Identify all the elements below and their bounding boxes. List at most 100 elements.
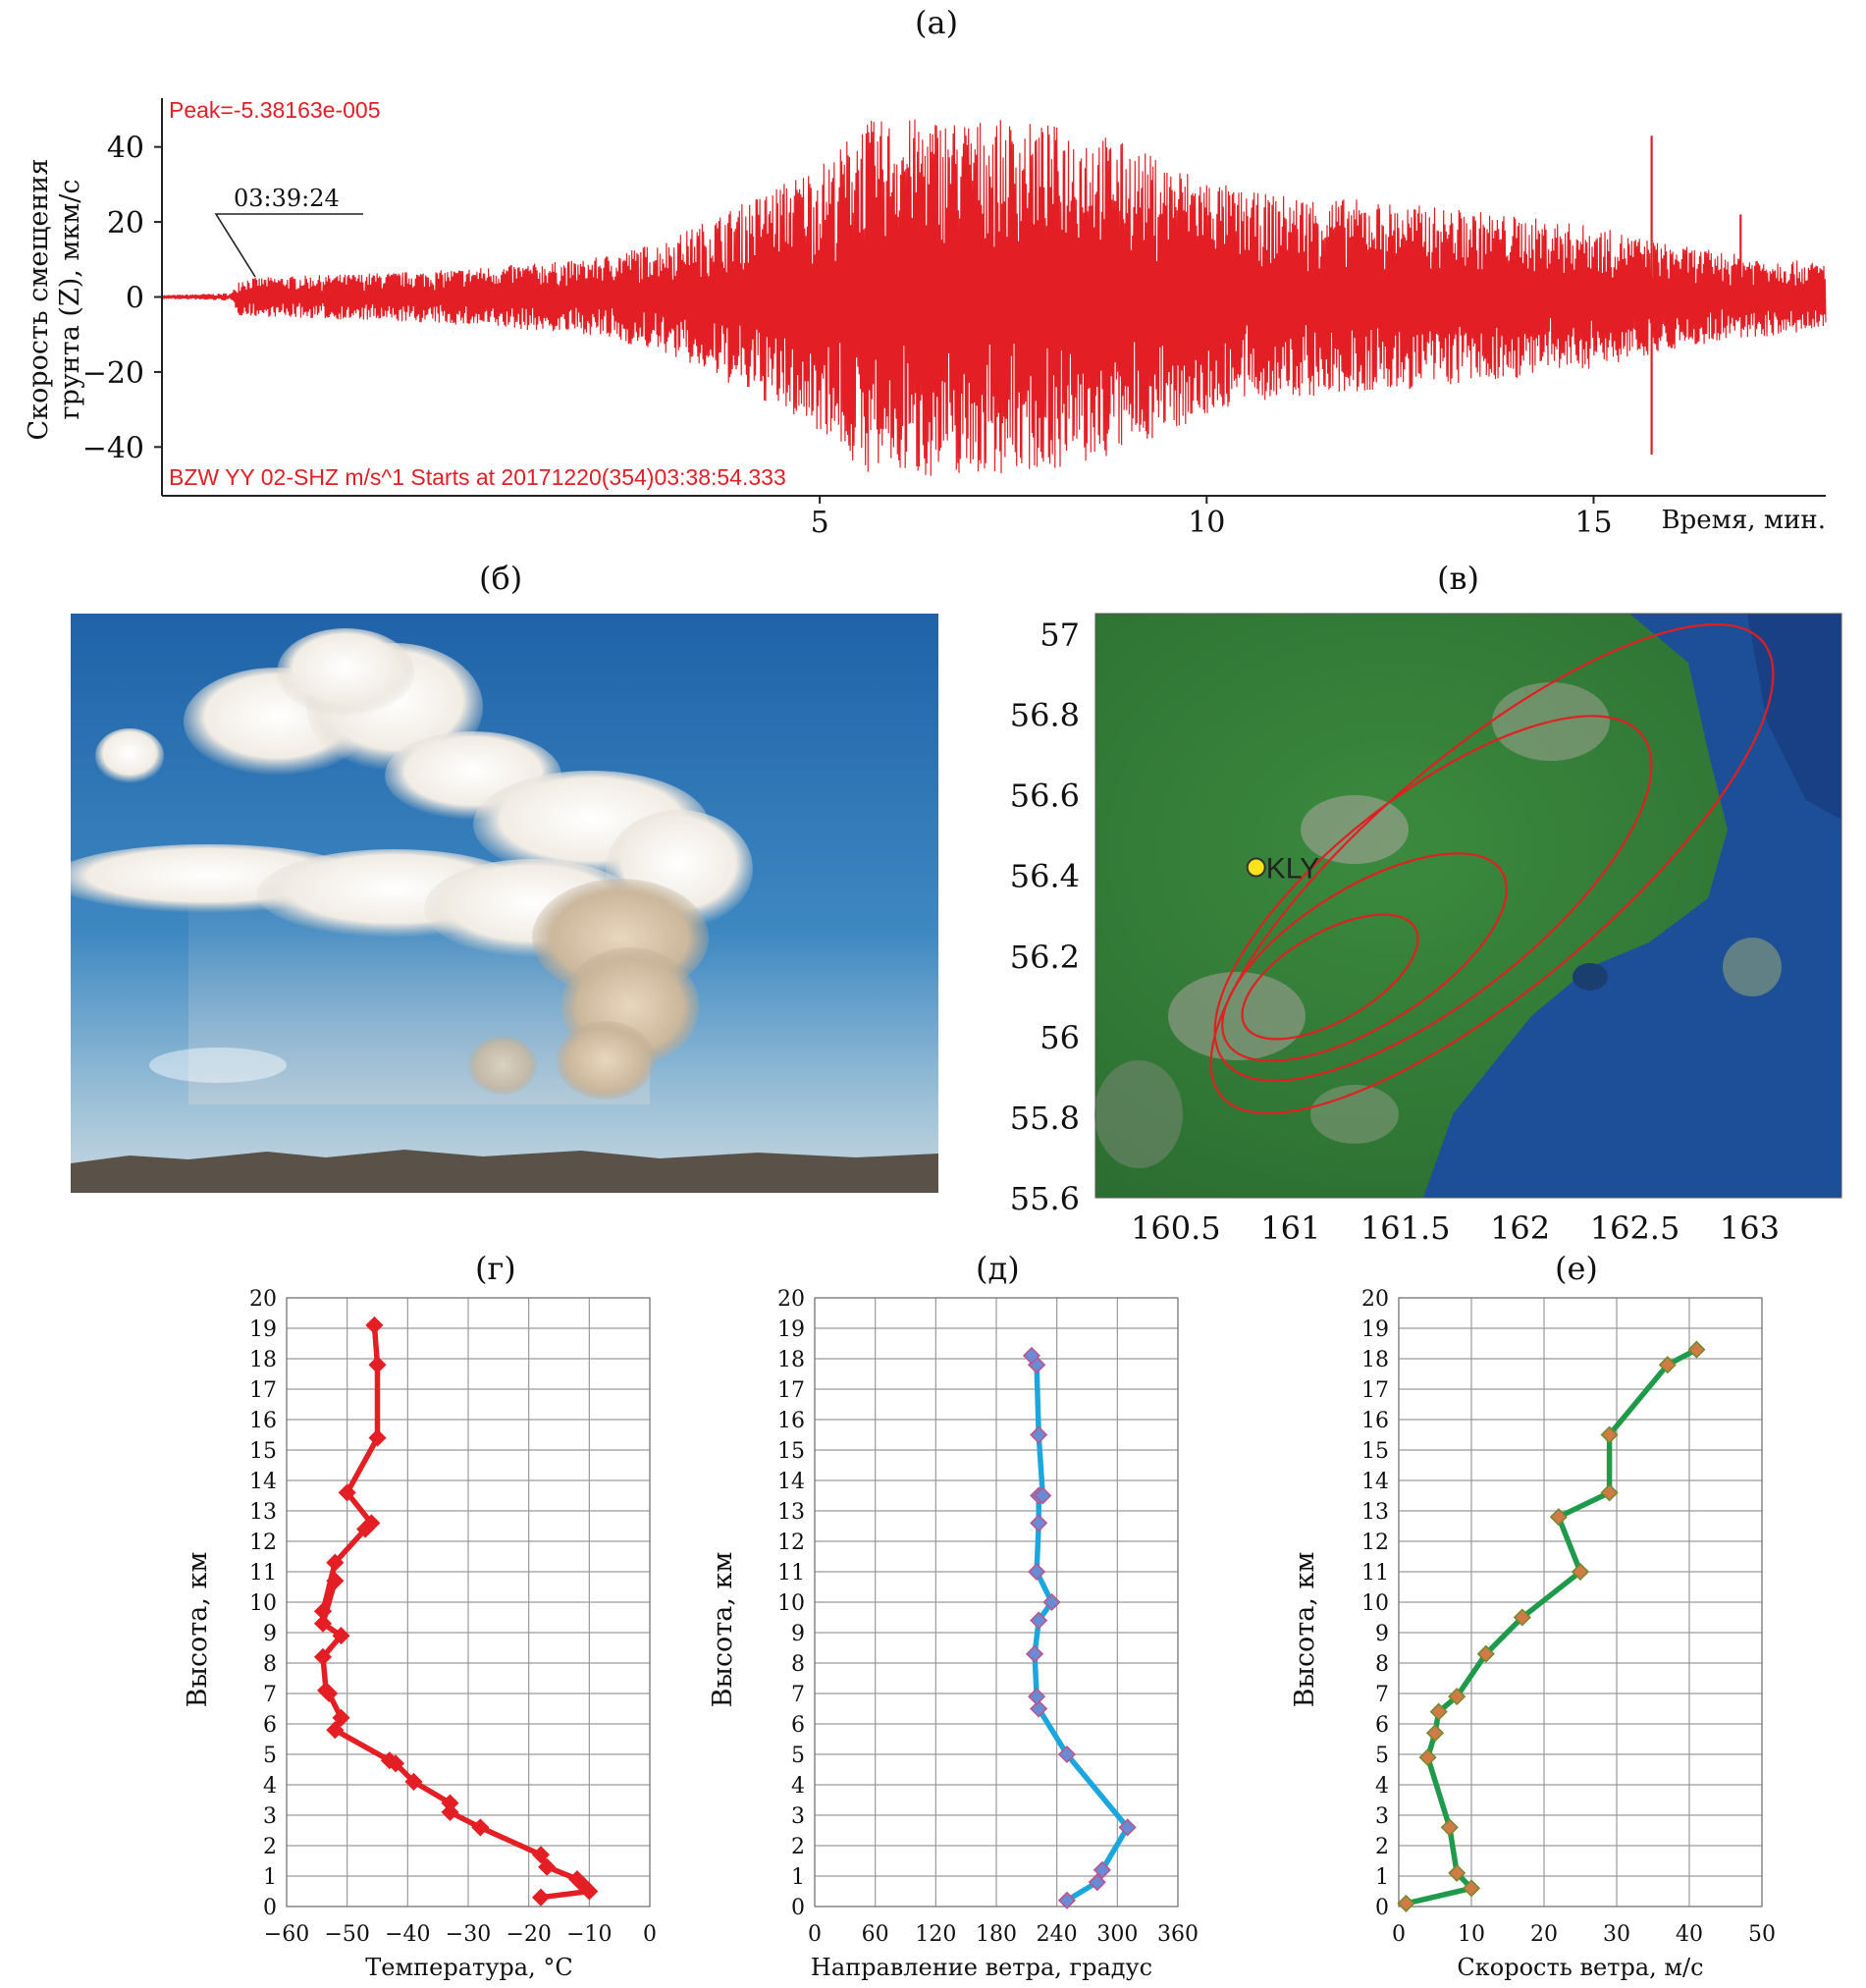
profile-point [368,1356,387,1374]
profile-point [1418,1748,1437,1767]
profile-point [1448,1863,1466,1882]
profile-point [317,1681,336,1699]
wind-speed-ylabel: Высота, км [1290,1552,1320,1708]
seismogram-onset-label: 03:39:24 [234,185,340,212]
y-tick-label: 20 [1361,1287,1389,1312]
station-label: KLY [1266,853,1319,886]
y-tick-label: 5 [1375,1744,1389,1768]
y-tick-label: 4 [263,1774,277,1799]
profile-point [1571,1562,1590,1582]
profile-point [1476,1644,1495,1663]
profile-point [313,1602,333,1621]
x-tick-label: 240 [1037,1922,1078,1947]
x-tick-label: 10 [1458,1922,1485,1947]
profile-point [1600,1425,1619,1444]
x-tick-label: 0 [643,1922,657,1947]
seismogram-ylabel-line2: грунта (Z), мкм/с [55,179,85,419]
seismogram-xlabel: Время, мин. [1662,506,1826,535]
seismogram-y-tick-label: −40 [82,431,144,465]
panel-label-a: (а) [915,4,959,41]
y-tick-label: 19 [777,1317,805,1342]
profile-line [1029,1354,1131,1904]
profile-point [1088,1873,1106,1892]
profile-point [1397,1894,1415,1912]
seismogram-y-tick-label: 40 [107,132,144,166]
panel-label-v: (в) [1437,560,1479,597]
profile-point [531,1846,551,1864]
panel-label-d: (д) [976,1250,1020,1287]
profile-point [1028,1688,1046,1706]
x-tick-label: −30 [446,1922,491,1947]
mountain-horizon [71,1150,938,1193]
y-tick-label: 12 [249,1531,277,1555]
y-tick-label: 20 [249,1287,277,1312]
plot-frame [286,1297,651,1907]
profile-point [326,1572,345,1590]
seismogram-y-tick-label: 20 [107,206,144,241]
profile-point [531,1888,551,1907]
profile-point [1057,1891,1077,1909]
y-tick-label: 14 [249,1470,277,1494]
map-lat-tick-label: 55.6 [1010,1180,1080,1217]
x-tick-label: 300 [1096,1922,1138,1947]
profile-point [1057,1745,1077,1764]
sea-area [1423,614,1841,1198]
profile-point [1600,1483,1619,1502]
y-tick-label: 4 [791,1774,805,1799]
y-tick-label: 16 [249,1409,277,1433]
profile-point [1658,1356,1677,1374]
y-tick-label: 18 [777,1348,805,1372]
seismogram-x-tick-label: 15 [1574,506,1612,540]
wind-direction-ylabel: Высота, км [708,1552,738,1708]
y-tick-label: 2 [1375,1835,1389,1859]
y-tick-label: 9 [263,1622,277,1646]
y-tick-label: 6 [263,1713,277,1738]
y-tick-label: 17 [249,1378,277,1403]
profile-point [368,1428,387,1447]
seismogram-peak-annotation: Peak=-5.38163e-005 [169,97,380,123]
y-tick-label: 0 [791,1896,805,1920]
satellite-map: 57 56.8 56.6 56.4 56.2 56 55.8 55.6 160.5 161 161.… [1010,613,1842,1247]
y-tick-label: 13 [777,1500,805,1525]
y-tick-label: 12 [1361,1531,1389,1555]
profile-point [313,1614,333,1633]
seismogram-y-tick-label: −20 [82,356,144,391]
panel-label-e: (е) [1555,1250,1598,1287]
y-tick-label: 7 [791,1683,805,1707]
map-lat-tick-label: 56.6 [1010,778,1080,815]
wind-direction-xlabel: Направление ветра, градус [811,1954,1152,1981]
y-tick-label: 2 [791,1835,805,1859]
profile-point [1425,1724,1445,1743]
profile-point [326,1553,345,1572]
y-tick-label: 15 [777,1439,805,1464]
profile-point [1042,1592,1061,1612]
plume-contours [1209,622,1775,1115]
y-tick-label: 9 [1375,1622,1389,1646]
profile-point [1549,1508,1568,1527]
y-tick-label: 19 [1361,1317,1389,1342]
profile-point [338,1483,356,1502]
profile-line [1405,1347,1698,1907]
temperature-xlabel: Температура, °C [365,1954,572,1981]
profile-point [1513,1608,1531,1627]
x-tick-label: 120 [915,1922,956,1947]
seismogram-station-annotation: BZW YY 02-SHZ m/s^1 Starts at 20171220(3… [169,464,786,490]
map-lon-tick-label: 162 [1490,1209,1550,1247]
profile-point [471,1818,490,1837]
x-tick-label: 0 [1392,1922,1406,1947]
profile-point [365,1316,384,1334]
profile-point [1118,1818,1137,1837]
y-tick-label: 13 [1361,1500,1389,1525]
map-lat-tick-label: 56 [1040,1019,1080,1056]
y-tick-label: 11 [249,1561,277,1585]
map-lon-tick-label: 161 [1260,1209,1320,1247]
panel-label-g: (г) [475,1250,516,1287]
y-tick-label: 2 [263,1835,277,1859]
seismogram-onset-pointer [214,213,363,278]
map-lon-tick-label: 163 [1720,1209,1780,1247]
y-tick-label: 6 [791,1713,805,1738]
y-tick-label: 20 [777,1287,805,1312]
